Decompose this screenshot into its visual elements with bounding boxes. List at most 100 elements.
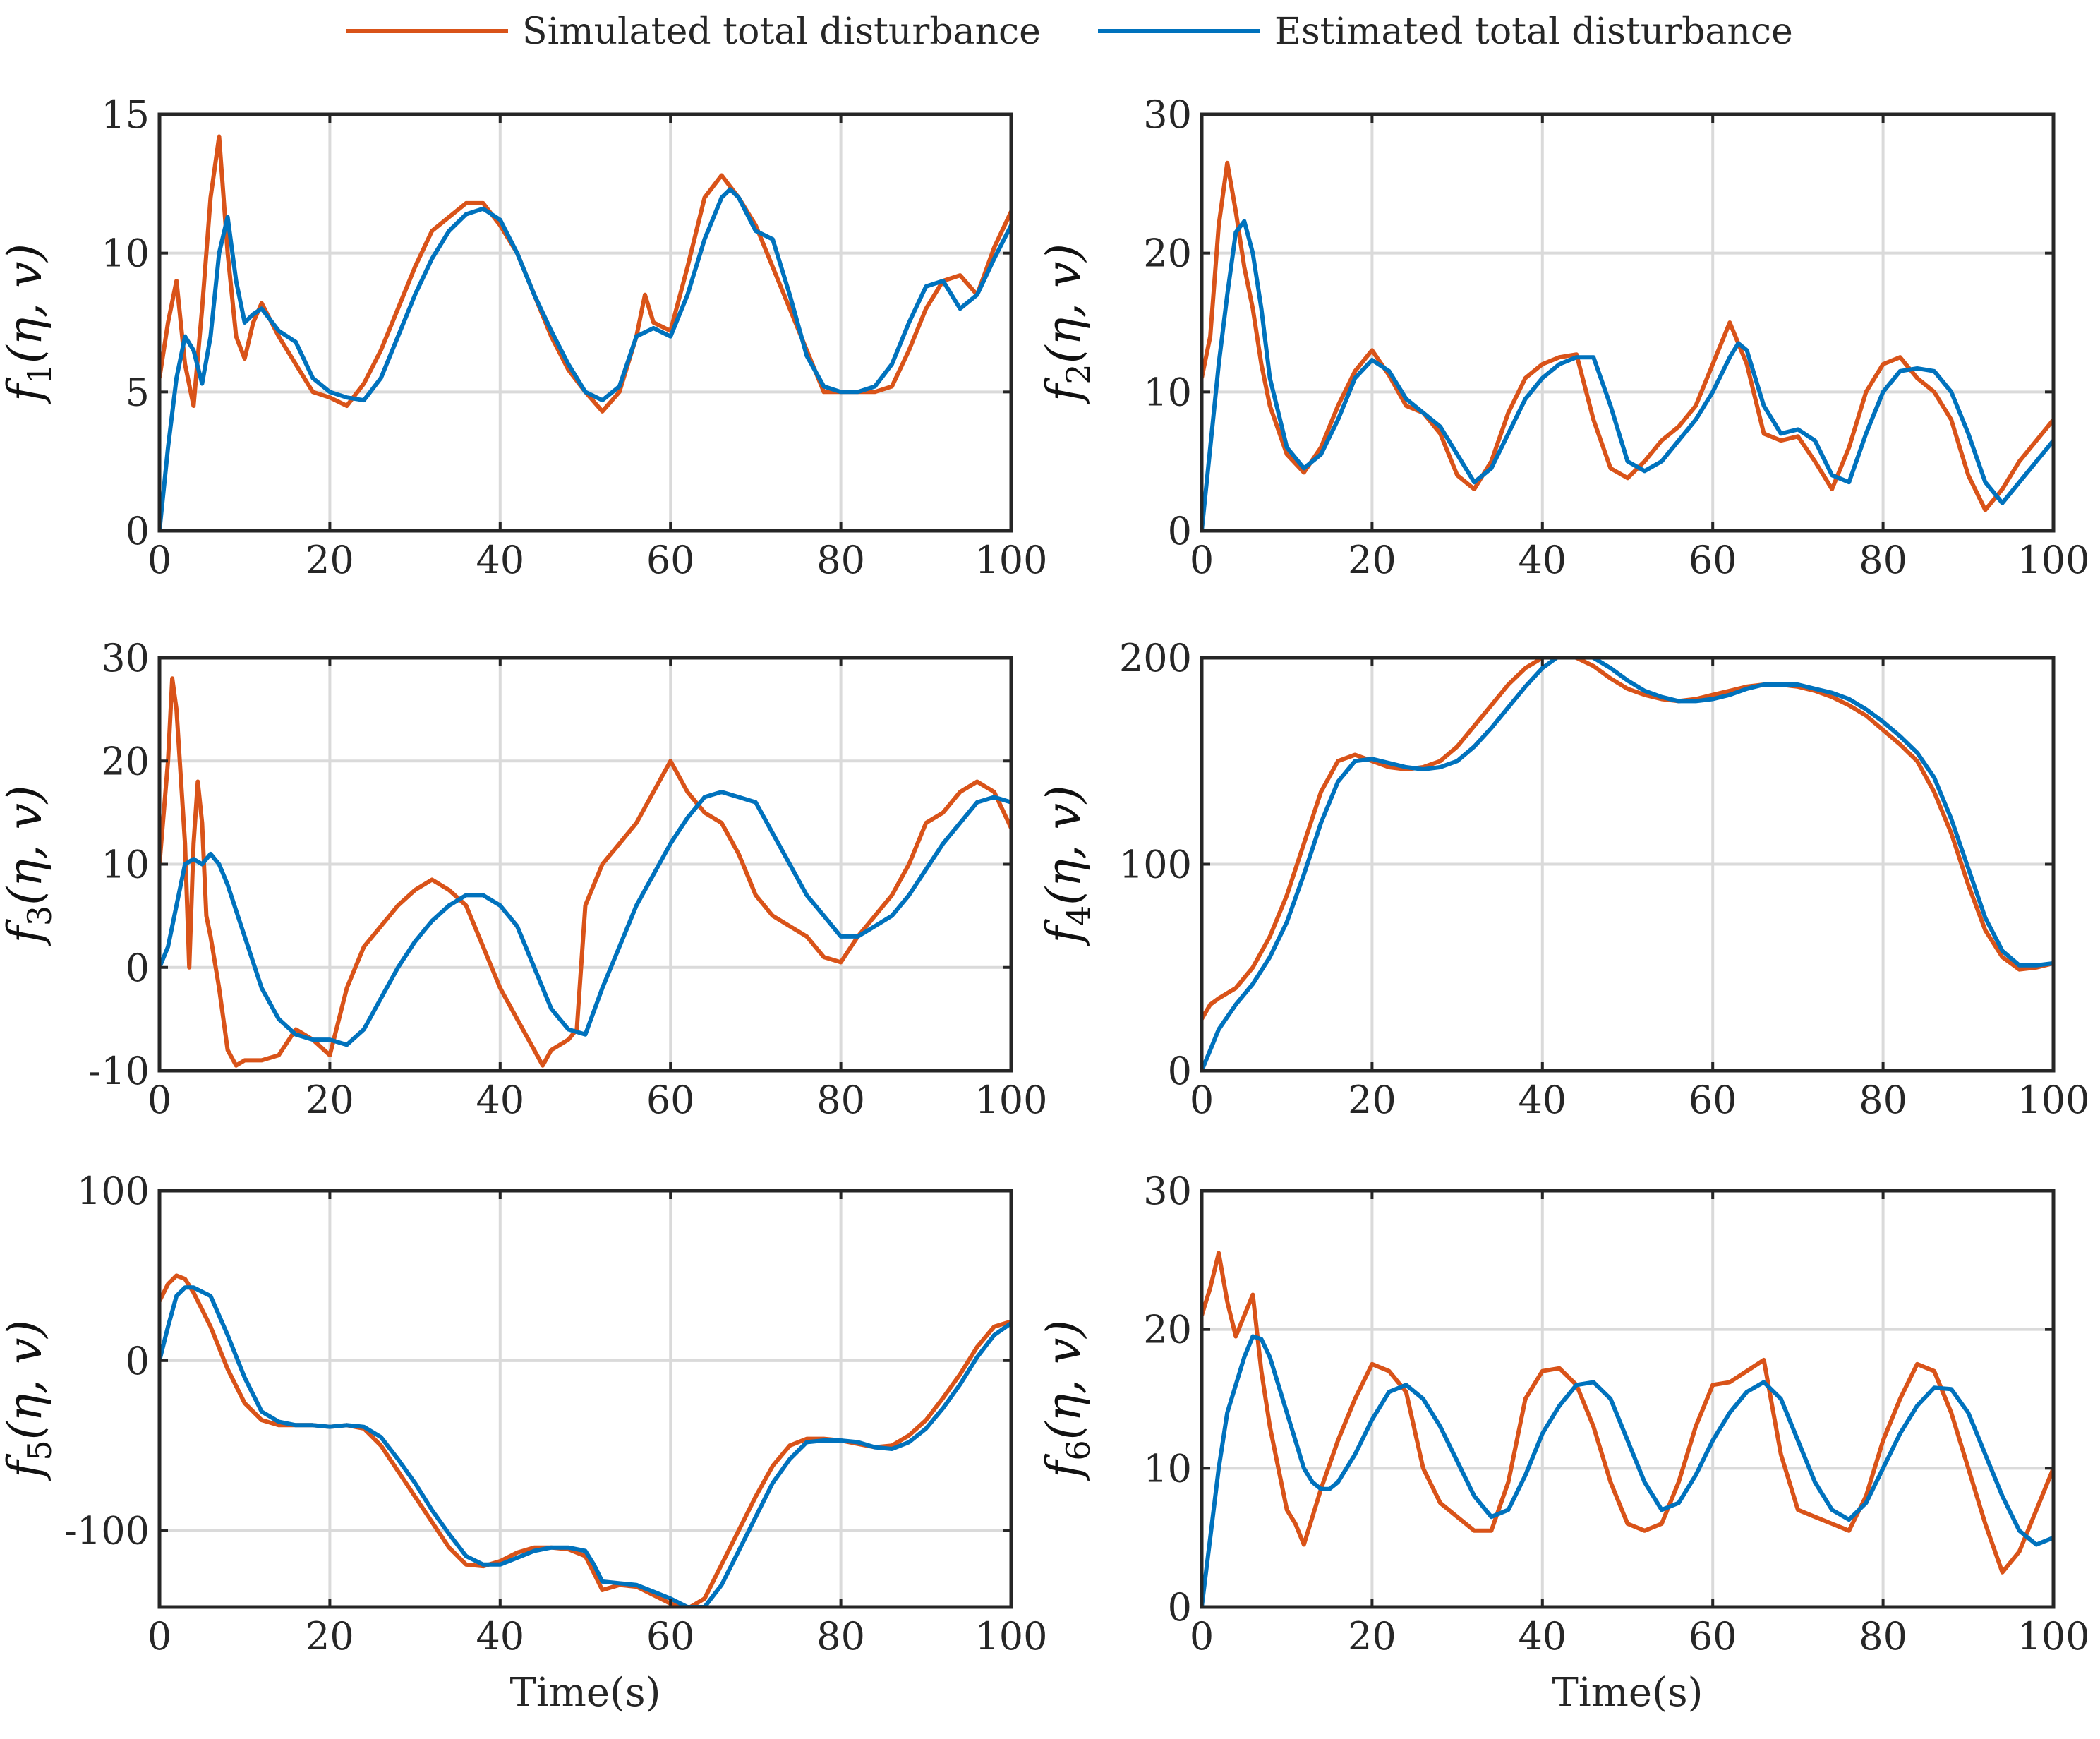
y-tick-label: 0 <box>1168 1049 1192 1093</box>
y-tick-label: 200 <box>1119 636 1192 680</box>
x-tick-label: 20 <box>306 1078 354 1122</box>
x-tick-label: 80 <box>1859 1614 1907 1659</box>
chart-panel-4: 0 20 40 60 80 100 0 100 200 f4(η, v) <box>1037 636 2090 1122</box>
x-tick-label: 20 <box>306 538 354 582</box>
axes-box <box>1200 112 2056 533</box>
y-tick-label: 0 <box>126 1339 150 1383</box>
y-tick-label: 5 <box>126 370 150 414</box>
x-tick-label: 100 <box>974 1078 1047 1122</box>
y-tick-label: 10 <box>1143 1446 1192 1491</box>
x-tick-label: 40 <box>1518 538 1567 582</box>
x-tick-label: 0 <box>1190 1614 1214 1659</box>
plot-area <box>159 1191 1011 1607</box>
y-axis-label: f3(η, v) <box>0 785 59 946</box>
x-tick-label: 80 <box>816 538 865 582</box>
y-tick-label: -100 <box>64 1509 150 1553</box>
x-tick-label: 0 <box>1190 538 1214 582</box>
y-tick-label: 30 <box>1143 1169 1192 1213</box>
x-tick-label: 40 <box>1518 1078 1567 1122</box>
x-tick-label: 80 <box>816 1614 865 1659</box>
x-tick-label: 0 <box>1190 1078 1214 1122</box>
chart-panel-5: 0 20 40 60 80 100 -100 0 100 f5(η, v) Time(s) <box>0 1169 1048 1716</box>
x-tick-label: 60 <box>646 1078 695 1122</box>
x-tick-label: 40 <box>476 1078 524 1122</box>
plot-area <box>1202 114 2053 531</box>
x-tick-label: 60 <box>646 1614 695 1659</box>
y-tick-label: 30 <box>1143 92 1192 137</box>
plot-area <box>159 114 1011 531</box>
x-tick-label: 40 <box>476 1614 524 1659</box>
series-simulated-line <box>1202 658 2053 1021</box>
series-estimated-line <box>1202 1334 2053 1607</box>
x-axis-label: Time(s) <box>1552 1670 1703 1716</box>
y-axis-label-args: (η, v) <box>0 785 52 905</box>
y-tick-label: 0 <box>1168 509 1192 553</box>
legend-estimated-label: Estimated total disturbance <box>1274 11 1793 53</box>
x-tick-label: 20 <box>306 1614 354 1659</box>
y-tick-label: 100 <box>77 1169 150 1213</box>
y-tick-label: 10 <box>1143 370 1192 414</box>
y-tick-label: 30 <box>101 636 150 680</box>
chart-panel-2: 0 20 40 60 80 100 0 10 20 30 f2(η, v) <box>1037 92 2090 582</box>
x-tick-label: 0 <box>147 538 171 582</box>
legend: Simulated total disturbance Estimated to… <box>346 11 1793 53</box>
x-tick-label: 0 <box>147 1614 171 1659</box>
series-estimated-line <box>1202 658 2053 1071</box>
y-axis-label: f1(η, v) <box>0 243 59 405</box>
y-axis-label: f2(η, v) <box>1037 243 1097 405</box>
y-tick-label: 10 <box>101 843 150 887</box>
chart-panel-1: 0 20 40 60 80 100 0 5 10 15 f1(η, v) <box>0 92 1048 582</box>
plot-area <box>1202 1191 2053 1607</box>
axes-box <box>157 1189 1013 1609</box>
x-tick-label: 100 <box>2017 1614 2089 1659</box>
axes-box <box>157 112 1013 533</box>
y-tick-label: 20 <box>1143 231 1192 276</box>
y-axis-label: f5(η, v) <box>0 1320 59 1481</box>
y-tick-label: 0 <box>126 509 150 553</box>
y-axis-label-args: (η, v) <box>1037 243 1091 363</box>
x-tick-label: 60 <box>646 538 695 582</box>
y-axis-label-subscript: 1 <box>20 363 59 384</box>
y-tick-label: 100 <box>1119 843 1192 887</box>
y-axis-label-subscript: 4 <box>1059 905 1097 926</box>
y-axis-label-subscript: 3 <box>20 905 59 926</box>
x-tick-label: 80 <box>1859 538 1907 582</box>
series-simulated-line <box>1202 160 2053 512</box>
y-axis-label: f4(η, v) <box>1037 785 1097 946</box>
x-tick-label: 40 <box>476 538 524 582</box>
x-tick-label: 60 <box>1689 538 1737 582</box>
x-tick-label: 60 <box>1689 1078 1737 1122</box>
y-axis-label: f6(η, v) <box>1037 1320 1097 1481</box>
y-axis-label-args: (η, v) <box>0 1320 52 1440</box>
y-axis-label-args: (η, v) <box>0 243 52 363</box>
x-tick-label: 100 <box>2017 538 2089 582</box>
series-estimated-line <box>159 187 1011 531</box>
x-tick-label: 80 <box>816 1078 865 1122</box>
x-axis-label: Time(s) <box>510 1670 661 1716</box>
y-axis-label-subscript: 6 <box>1059 1440 1097 1460</box>
x-tick-label: 40 <box>1518 1614 1567 1659</box>
x-tick-label: 100 <box>2017 1078 2089 1122</box>
x-tick-label: 0 <box>147 1078 171 1122</box>
series-simulated-line <box>1202 1251 2053 1575</box>
y-tick-label: 0 <box>1168 1585 1192 1630</box>
y-axis-label-subscript: 5 <box>20 1440 59 1460</box>
chart-panel-6: 0 20 40 60 80 100 0 10 20 30 f6(η, v) Time(s) <box>1037 1169 2090 1716</box>
y-tick-label: 0 <box>126 946 150 990</box>
y-axis-label-args: (η, v) <box>1037 785 1091 905</box>
x-tick-label: 100 <box>974 538 1047 582</box>
y-tick-label: 15 <box>101 92 150 137</box>
x-tick-label: 100 <box>974 1614 1047 1659</box>
series-estimated-line <box>159 790 1011 1047</box>
y-tick-label: 20 <box>1143 1308 1192 1352</box>
y-tick-label: -10 <box>88 1049 150 1093</box>
legend-simulated-label: Simulated total disturbance <box>522 11 1041 53</box>
series-estimated-line <box>1202 219 2053 531</box>
y-tick-label: 10 <box>101 231 150 276</box>
x-tick-label: 20 <box>1348 538 1396 582</box>
y-axis-label-args: (η, v) <box>1037 1320 1091 1440</box>
x-tick-label: 60 <box>1689 1614 1737 1659</box>
y-tick-label: 20 <box>101 739 150 783</box>
